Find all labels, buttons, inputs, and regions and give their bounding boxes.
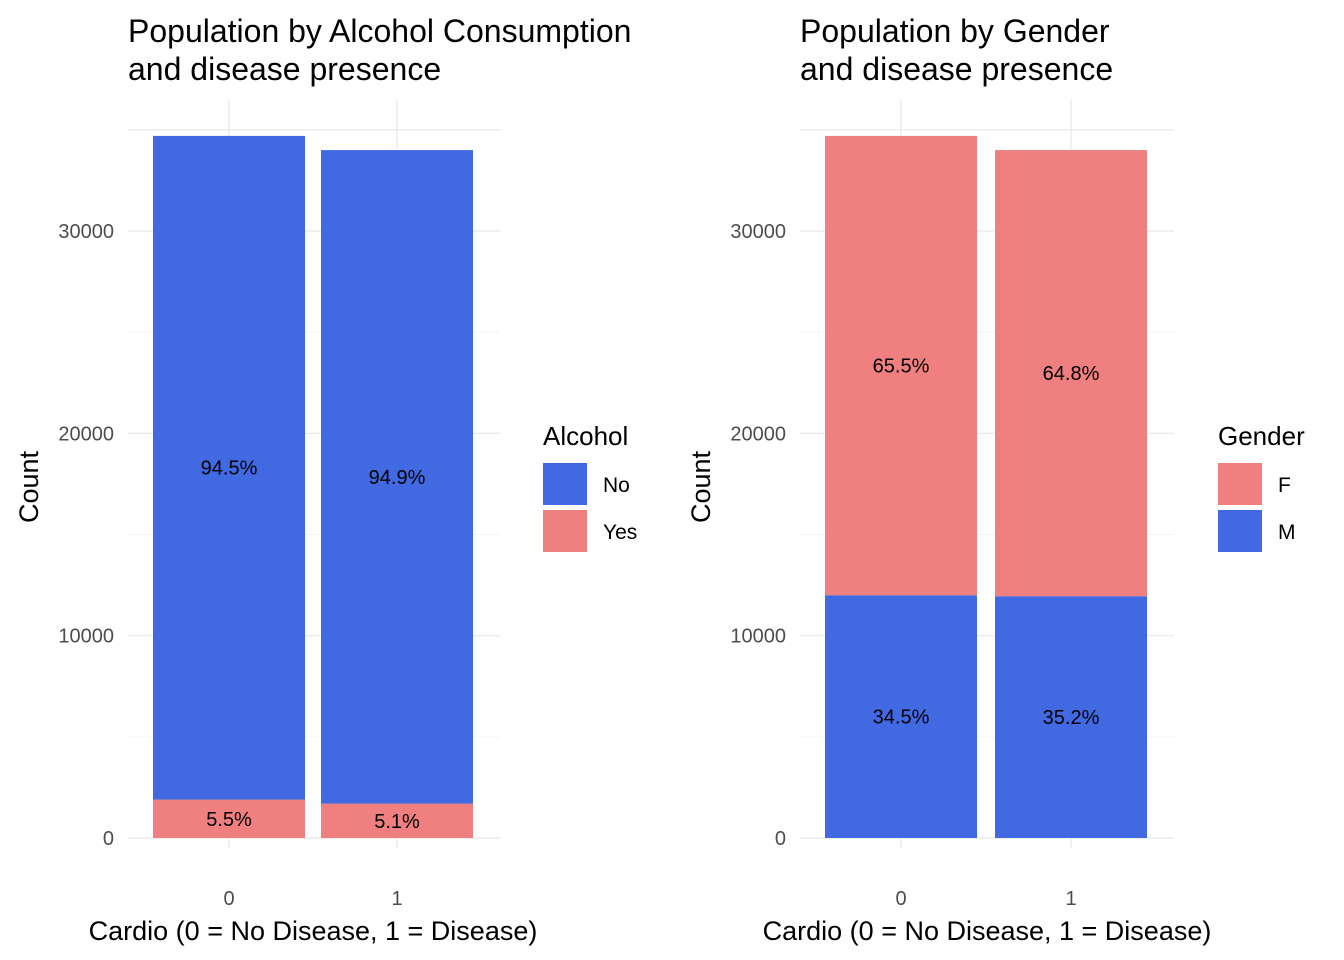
legend-key-f (1218, 463, 1262, 505)
chart-title: Population by Gender and disease presence (800, 13, 1113, 87)
bar-data-label: 5.1% (374, 811, 420, 833)
bar-data-label: 65.5% (873, 356, 930, 378)
legend-label: F (1278, 474, 1291, 497)
legend-key-m (1218, 510, 1262, 552)
legend-label: Yes (603, 521, 637, 544)
legend-title: Gender (1218, 421, 1305, 451)
chart-title-line: Population by Alcohol Consumption (128, 13, 631, 49)
x-tick-label: 1 (1065, 888, 1076, 910)
alcohol-chart: Population by Alcohol Consumption and dis… (14, 13, 637, 946)
y-tick-label: 20000 (730, 423, 786, 445)
y-tick-label: 0 (775, 828, 786, 850)
x-axis-title: Cardio (0 = No Disease, 1 = Disease) (89, 916, 538, 946)
chart-title: Population by Alcohol Consumption and dis… (128, 13, 631, 87)
bar-data-label: 5.5% (206, 809, 252, 831)
legend-label: M (1278, 521, 1296, 544)
y-tick-label: 0 (103, 828, 114, 850)
y-tick-label: 10000 (730, 626, 786, 648)
bar-yes-0 (153, 799, 305, 838)
bar-data-label: 64.8% (1043, 363, 1100, 385)
legend-key-no (543, 463, 587, 505)
bar-m-0 (825, 595, 977, 838)
chart-title-line: and disease presence (128, 51, 441, 87)
legend: Gender F M (1218, 421, 1305, 552)
legend: Alcohol No Yes (543, 421, 637, 552)
y-tick-label: 10000 (58, 626, 114, 648)
chart-title-line: Population by Gender (800, 13, 1110, 49)
x-axis-title: Cardio (0 = No Disease, 1 = Disease) (763, 916, 1212, 946)
y-axis-title: Count (14, 450, 44, 523)
bar-f-0 (825, 135, 977, 596)
y-tick-label: 20000 (58, 423, 114, 445)
legend-label: No (603, 474, 630, 497)
chart-title-line: and disease presence (800, 51, 1113, 87)
x-tick-label: 0 (223, 888, 234, 910)
y-tick-label: 30000 (730, 221, 786, 243)
bar-no-1 (321, 150, 473, 804)
bar-m-1 (995, 596, 1147, 838)
bar-data-label: 34.5% (873, 707, 930, 729)
bar-f-1 (995, 150, 1147, 597)
x-tick-label: 1 (391, 888, 402, 910)
bar-no-0 (153, 135, 305, 800)
gender-chart: Population by Gender and disease presence… (686, 13, 1305, 946)
bar-yes-1 (321, 803, 473, 838)
x-tick-label: 0 (895, 888, 906, 910)
legend-title: Alcohol (543, 421, 628, 451)
bar-data-label: 94.9% (369, 467, 426, 489)
bar-data-label: 94.5% (201, 458, 258, 480)
bar-data-label: 35.2% (1043, 707, 1100, 729)
legend-key-yes (543, 510, 587, 552)
y-tick-label: 30000 (58, 221, 114, 243)
y-axis-title: Count (686, 450, 716, 523)
